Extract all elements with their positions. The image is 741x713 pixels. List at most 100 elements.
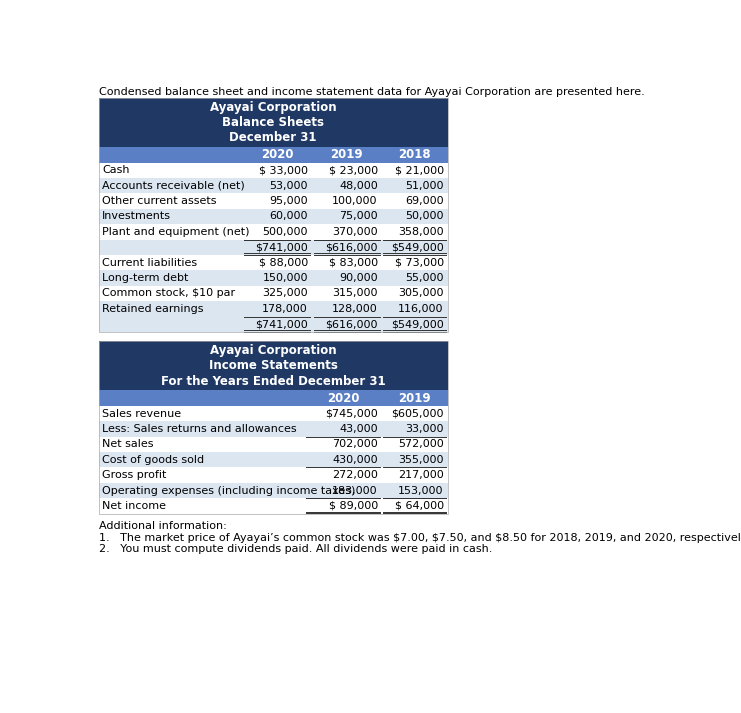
Text: 55,000: 55,000: [405, 273, 444, 283]
Bar: [99, 255, 448, 270]
Text: $616,000: $616,000: [325, 319, 378, 329]
Bar: [99, 452, 448, 468]
Bar: [99, 224, 448, 240]
Bar: [99, 270, 448, 286]
Bar: [99, 317, 448, 332]
Text: 2020: 2020: [327, 391, 359, 405]
Text: $ 23,000: $ 23,000: [329, 165, 378, 175]
Bar: [99, 436, 448, 452]
Text: Current liabilities: Current liabilities: [102, 257, 197, 267]
Text: Income Statements: Income Statements: [209, 359, 338, 372]
Text: Common stock, $10 par: Common stock, $10 par: [102, 289, 235, 299]
Text: 500,000: 500,000: [262, 227, 308, 237]
Bar: [99, 483, 448, 498]
Text: $605,000: $605,000: [391, 409, 444, 419]
Text: $741,000: $741,000: [256, 319, 308, 329]
Text: 48,000: 48,000: [339, 180, 378, 190]
Bar: [99, 391, 448, 406]
Bar: [99, 286, 448, 301]
Bar: [99, 342, 448, 513]
Text: 315,000: 315,000: [332, 289, 378, 299]
Text: Plant and equipment (net): Plant and equipment (net): [102, 227, 250, 237]
Text: Other current assets: Other current assets: [102, 196, 216, 206]
Text: 51,000: 51,000: [405, 180, 444, 190]
Text: Long-term debt: Long-term debt: [102, 273, 188, 283]
Text: 178,000: 178,000: [262, 304, 308, 314]
Text: 355,000: 355,000: [398, 455, 444, 465]
Bar: [99, 301, 448, 317]
Text: December 31: December 31: [230, 131, 317, 145]
Text: $ 73,000: $ 73,000: [394, 257, 444, 267]
Bar: [99, 98, 448, 147]
Text: 43,000: 43,000: [339, 424, 378, 434]
Bar: [99, 498, 448, 513]
Text: $ 88,000: $ 88,000: [259, 257, 308, 267]
Text: $745,000: $745,000: [325, 409, 378, 419]
Bar: [99, 406, 448, 421]
Text: 358,000: 358,000: [398, 227, 444, 237]
Text: 75,000: 75,000: [339, 212, 378, 222]
Bar: [99, 421, 448, 436]
Text: Sales revenue: Sales revenue: [102, 409, 181, 419]
Text: 430,000: 430,000: [332, 455, 378, 465]
Text: Gross profit: Gross profit: [102, 470, 166, 480]
Text: $ 89,000: $ 89,000: [328, 501, 378, 511]
Text: 2018: 2018: [399, 148, 431, 161]
Text: 153,000: 153,000: [398, 486, 444, 496]
Text: $549,000: $549,000: [391, 242, 444, 252]
Text: $ 33,000: $ 33,000: [259, 165, 308, 175]
Text: 100,000: 100,000: [332, 196, 378, 206]
Bar: [99, 468, 448, 483]
Text: 272,000: 272,000: [332, 470, 378, 480]
Text: 217,000: 217,000: [398, 470, 444, 480]
Text: 702,000: 702,000: [332, 439, 378, 449]
Text: $741,000: $741,000: [256, 242, 308, 252]
Bar: [99, 342, 448, 391]
Bar: [99, 147, 448, 163]
Bar: [99, 209, 448, 224]
Text: Balance Sheets: Balance Sheets: [222, 116, 325, 129]
Text: Condensed balance sheet and income statement data for Ayayai Corporation are pre: Condensed balance sheet and income state…: [99, 87, 645, 97]
Text: $616,000: $616,000: [325, 242, 378, 252]
Text: $ 21,000: $ 21,000: [394, 165, 444, 175]
Bar: [99, 193, 448, 209]
Text: 1.   The market price of Ayayai’s common stock was $7.00, $7.50, and $8.50 for 2: 1. The market price of Ayayai’s common s…: [99, 533, 741, 543]
Text: 183,000: 183,000: [332, 486, 378, 496]
Text: 305,000: 305,000: [398, 289, 444, 299]
Text: Net income: Net income: [102, 501, 166, 511]
Bar: [99, 240, 448, 255]
Text: 2019: 2019: [330, 148, 363, 161]
Text: 128,000: 128,000: [332, 304, 378, 314]
Text: 370,000: 370,000: [332, 227, 378, 237]
Text: 90,000: 90,000: [339, 273, 378, 283]
Text: For the Years Ended December 31: For the Years Ended December 31: [161, 375, 385, 388]
Text: 325,000: 325,000: [262, 289, 308, 299]
Text: 95,000: 95,000: [270, 196, 308, 206]
Text: Additional information:: Additional information:: [99, 521, 227, 531]
Text: 53,000: 53,000: [270, 180, 308, 190]
Text: $ 64,000: $ 64,000: [394, 501, 444, 511]
Text: 116,000: 116,000: [398, 304, 444, 314]
Text: 33,000: 33,000: [405, 424, 444, 434]
Text: 572,000: 572,000: [398, 439, 444, 449]
Bar: [99, 98, 448, 332]
Text: Retained earnings: Retained earnings: [102, 304, 204, 314]
Text: Operating expenses (including income taxes): Operating expenses (including income tax…: [102, 486, 355, 496]
Text: Net sales: Net sales: [102, 439, 153, 449]
Text: 150,000: 150,000: [262, 273, 308, 283]
Text: 2019: 2019: [399, 391, 431, 405]
Text: Cost of goods sold: Cost of goods sold: [102, 455, 204, 465]
Text: 2020: 2020: [261, 148, 293, 161]
Text: Ayayai Corporation: Ayayai Corporation: [210, 344, 336, 357]
Bar: [99, 178, 448, 193]
Text: Investments: Investments: [102, 212, 171, 222]
Text: Accounts receivable (net): Accounts receivable (net): [102, 180, 245, 190]
Text: 60,000: 60,000: [270, 212, 308, 222]
Text: 2.   You must compute dividends paid. All dividends were paid in cash.: 2. You must compute dividends paid. All …: [99, 544, 492, 554]
Bar: [99, 163, 448, 178]
Text: $ 83,000: $ 83,000: [329, 257, 378, 267]
Text: 50,000: 50,000: [405, 212, 444, 222]
Text: Less: Sales returns and allowances: Less: Sales returns and allowances: [102, 424, 296, 434]
Text: Cash: Cash: [102, 165, 130, 175]
Text: Ayayai Corporation: Ayayai Corporation: [210, 101, 336, 113]
